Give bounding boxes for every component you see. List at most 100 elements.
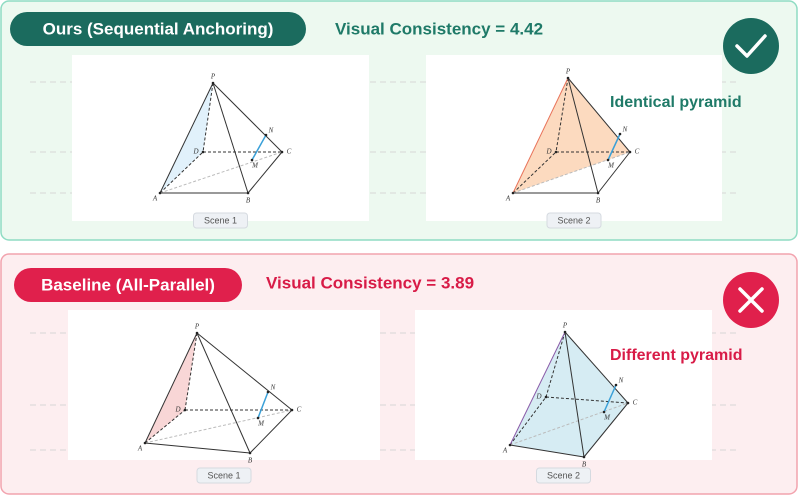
cross-mark [738,287,764,313]
baseline-score: Visual Consistency = 3.89 [266,273,474,292]
ours-title: Ours (Sequential Anchoring) [43,19,274,38]
vertex [143,441,147,445]
edge [196,332,293,411]
edge [144,442,251,454]
scene-caption: Scene 1 [207,470,240,480]
vertex-label: M [251,162,259,170]
scene-caption: Scene 2 [547,470,580,480]
segment-mn [257,391,269,419]
edge [212,82,249,194]
edge [564,331,585,458]
vertex-label: D [535,393,541,401]
vertex-label: M [603,414,611,422]
vertex [248,451,252,455]
vertex-label: P [210,73,216,81]
edge [144,409,186,444]
edge [567,77,599,194]
edge [249,409,293,454]
vertex [511,191,515,195]
edge [184,332,198,411]
vertex [614,383,618,387]
vertex-label: C [633,399,638,407]
edge [597,151,631,194]
edge [196,332,251,454]
edge [159,82,214,194]
vertex-label: D [174,406,180,414]
baseline-note: Different pyramid [610,347,742,364]
edge [212,82,283,153]
vertex [250,158,254,162]
caption-box [536,467,591,484]
vertex [211,81,215,85]
vertex-label: A [152,195,158,203]
edge [144,409,293,444]
edge [509,331,566,446]
edge [512,77,569,194]
vertex [566,76,570,80]
vertex [290,408,294,412]
segment-mn [251,134,267,161]
shaded-face [510,332,628,457]
vertex [618,132,622,136]
vertex-label: D [545,148,551,156]
vertex [563,330,567,334]
vertex [183,408,187,412]
vertex-label: B [248,457,253,465]
vertex [582,455,586,459]
scene-caption: Scene 2 [557,215,590,225]
vertex [158,191,162,195]
edge [247,151,283,194]
baseline-pill [14,268,242,302]
ours-pill [10,12,306,46]
edge [202,82,214,153]
vertex [606,158,610,162]
segment-mn [603,384,617,413]
ours-score: Visual Consistency = 4.42 [335,19,543,38]
edge [509,402,629,446]
edge [545,331,566,398]
edge [509,444,585,458]
vertex [246,191,250,195]
vertex-label: N [622,126,628,134]
vertex-label: C [297,406,302,414]
vertex [264,133,268,137]
edge [159,151,283,194]
vertex [554,150,558,154]
vertex [280,150,284,154]
check-mark [735,34,767,58]
vertex-label: A [137,445,143,453]
vertex [628,150,632,154]
edge [567,77,631,153]
vertex-label: N [270,384,276,392]
vertex-label: C [287,148,292,156]
vertex-label: A [505,195,511,203]
edge [512,151,631,194]
vertex-label: A [502,447,508,455]
vertex-label: B [596,197,601,205]
vertex-label: C [635,148,640,156]
vertex-label: N [618,377,624,385]
vertex [544,395,548,399]
baseline-title: Baseline (All-Parallel) [41,275,215,294]
scene-image [68,310,380,460]
vertex [195,331,199,335]
ours-note: Identical pyramid [610,94,742,111]
vertex-label: N [268,127,274,135]
shaded-face [513,78,630,193]
edge [564,331,629,404]
vertex-label: M [257,420,265,428]
vertex-label: M [607,162,615,170]
scene-image [72,55,369,221]
vertex-label: B [582,461,587,469]
scene-caption: Scene 1 [204,215,237,225]
vertex-label: P [194,323,200,331]
edge [583,402,629,458]
edge [545,396,629,404]
vertex [266,390,270,394]
edge [144,332,198,444]
vertex-label: B [246,197,251,205]
caption-box [193,212,248,229]
vertex [596,191,600,195]
vertex [626,401,630,405]
